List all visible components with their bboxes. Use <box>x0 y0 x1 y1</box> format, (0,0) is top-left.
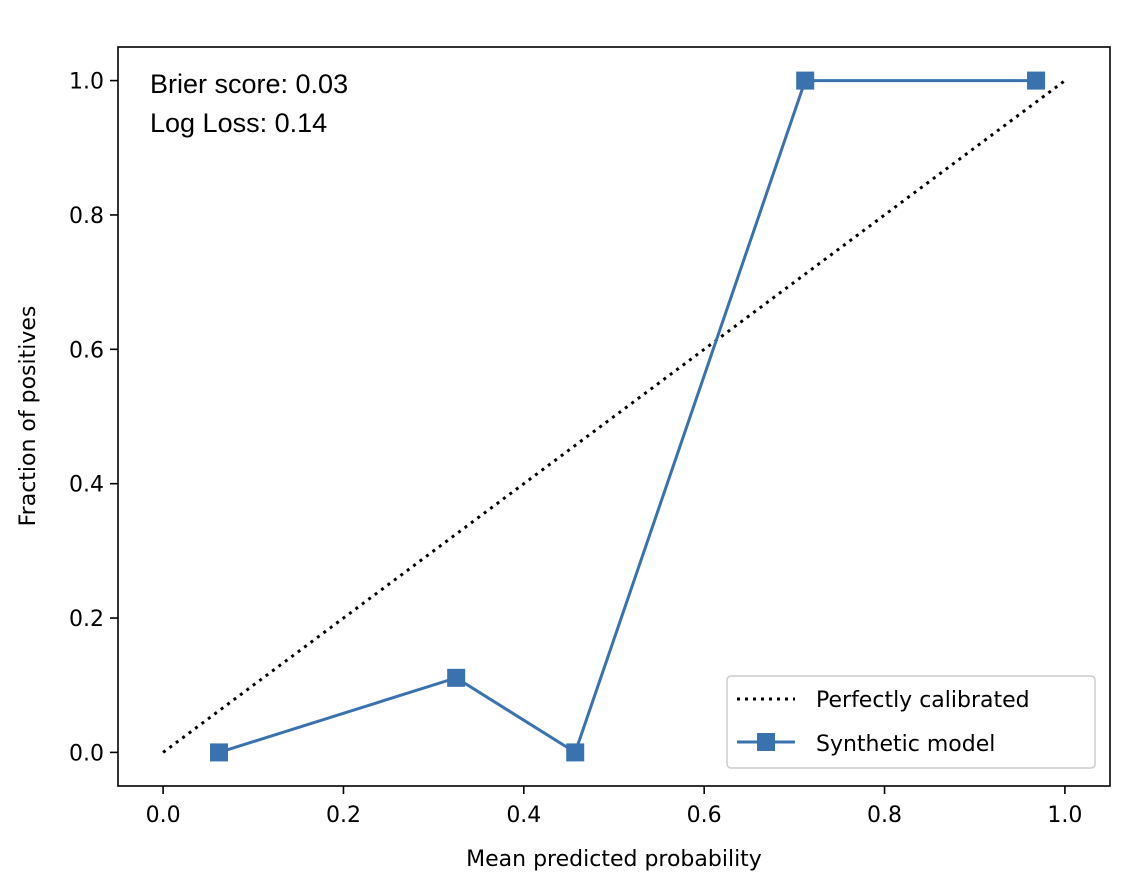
y-axis-ticks: 0.0 0.2 0.4 0.6 0.8 1.0 <box>69 70 118 766</box>
log-loss-annotation: Log Loss: 0.14 <box>150 108 327 138</box>
legend-model-marker <box>757 733 775 751</box>
y-tick-label: 0.6 <box>69 338 104 363</box>
brier-score-annotation: Brier score: 0.03 <box>150 69 348 99</box>
x-axis-ticks: 0.0 0.2 0.4 0.6 0.8 1.0 <box>146 786 1082 828</box>
perfectly-calibrated-line <box>162 79 1066 754</box>
legend-box <box>726 675 1096 769</box>
plot-layer <box>162 71 1066 762</box>
y-tick-label: 1.0 <box>69 70 104 95</box>
x-axis-label: Mean predicted probability <box>466 847 762 872</box>
plot-frame <box>117 46 1111 787</box>
x-tick-label: 0.2 <box>326 803 361 828</box>
legend-model-label: Synthetic model <box>816 732 995 757</box>
y-axis-label: Fraction of positives <box>16 306 41 527</box>
synthetic-model-point <box>796 71 815 90</box>
y-tick-label: 0.4 <box>69 473 104 498</box>
y-tick-label: 0.0 <box>69 741 104 766</box>
x-tick-label: 0.4 <box>506 803 541 828</box>
synthetic-model-point <box>566 743 585 762</box>
legend-calibrated-label: Perfectly calibrated <box>816 688 1030 713</box>
x-tick-label: 0.8 <box>867 803 902 828</box>
x-tick-label: 0.6 <box>687 803 722 828</box>
synthetic-model-point <box>210 743 229 762</box>
x-tick-label: 0.0 <box>146 803 181 828</box>
synthetic-model-point <box>447 668 466 687</box>
y-tick-label: 0.2 <box>69 607 104 632</box>
synthetic-model-point <box>1027 71 1046 90</box>
y-tick-label: 0.8 <box>69 204 104 229</box>
x-tick-label: 1.0 <box>1047 803 1082 828</box>
legend: Perfectly calibrated Synthetic model <box>726 675 1096 769</box>
